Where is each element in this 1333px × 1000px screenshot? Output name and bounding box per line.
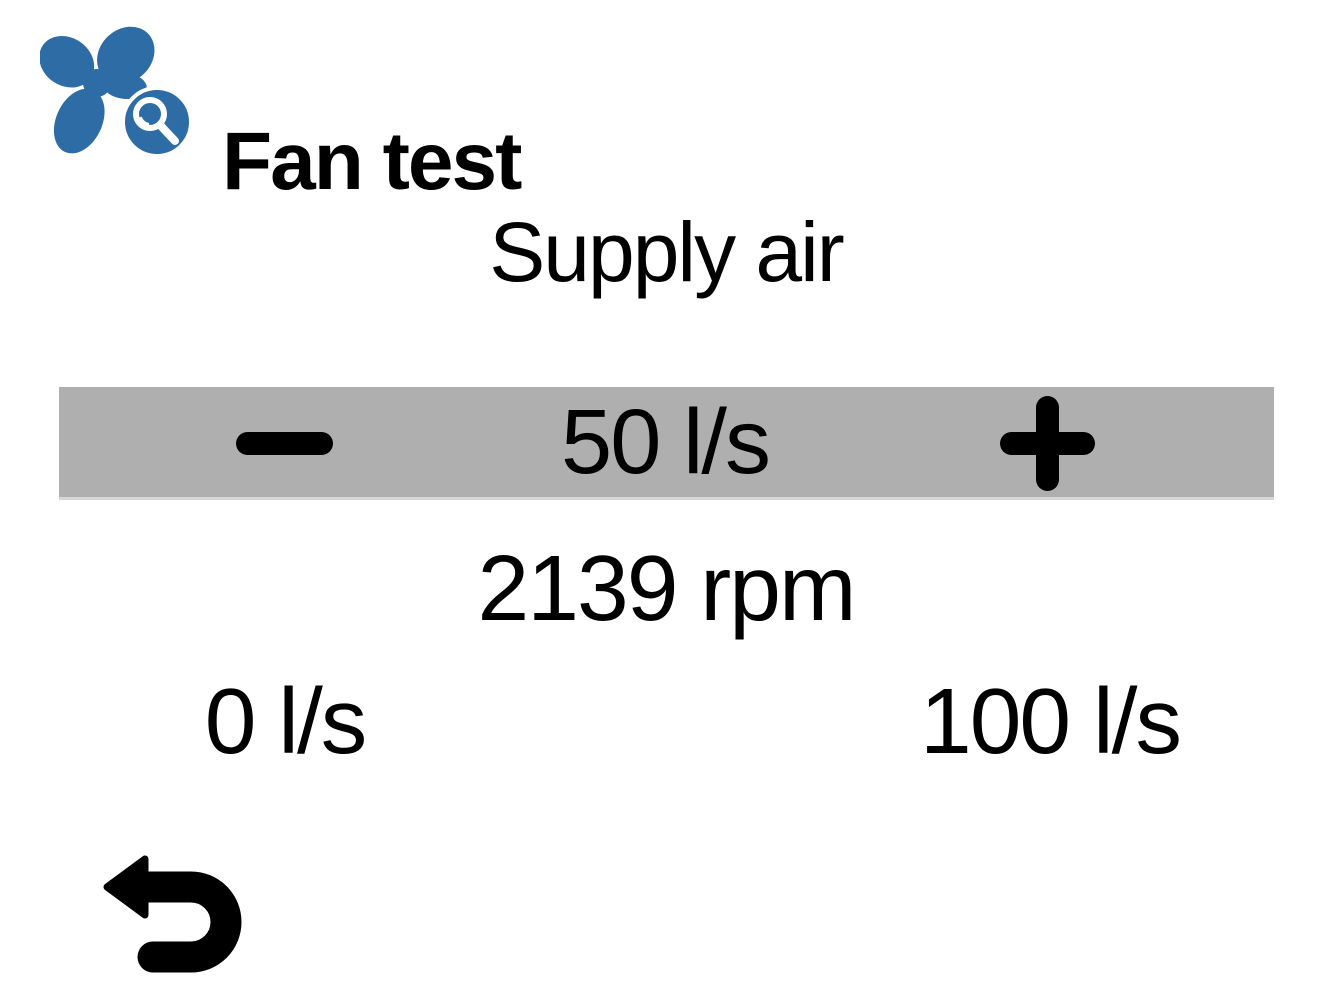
fan-search-icon (40, 26, 193, 158)
plus-icon (999, 395, 1095, 491)
minus-icon (235, 431, 333, 455)
flow-setpoint-bar: 50 l/s (59, 387, 1274, 500)
back-arrow-icon (103, 855, 242, 973)
page-title: Fan test (222, 115, 522, 207)
supply-air-label: Supply air (489, 205, 845, 299)
back-button[interactable] (90, 842, 255, 987)
range-max-label: 100 l/s (919, 669, 1182, 773)
increase-flow-button[interactable] (987, 389, 1107, 497)
flow-setpoint-value: 50 l/s (561, 391, 771, 493)
decrease-flow-button[interactable] (224, 403, 344, 483)
fan-speed-value: 2139 rpm (477, 536, 857, 640)
range-min-label: 0 l/s (204, 669, 368, 773)
